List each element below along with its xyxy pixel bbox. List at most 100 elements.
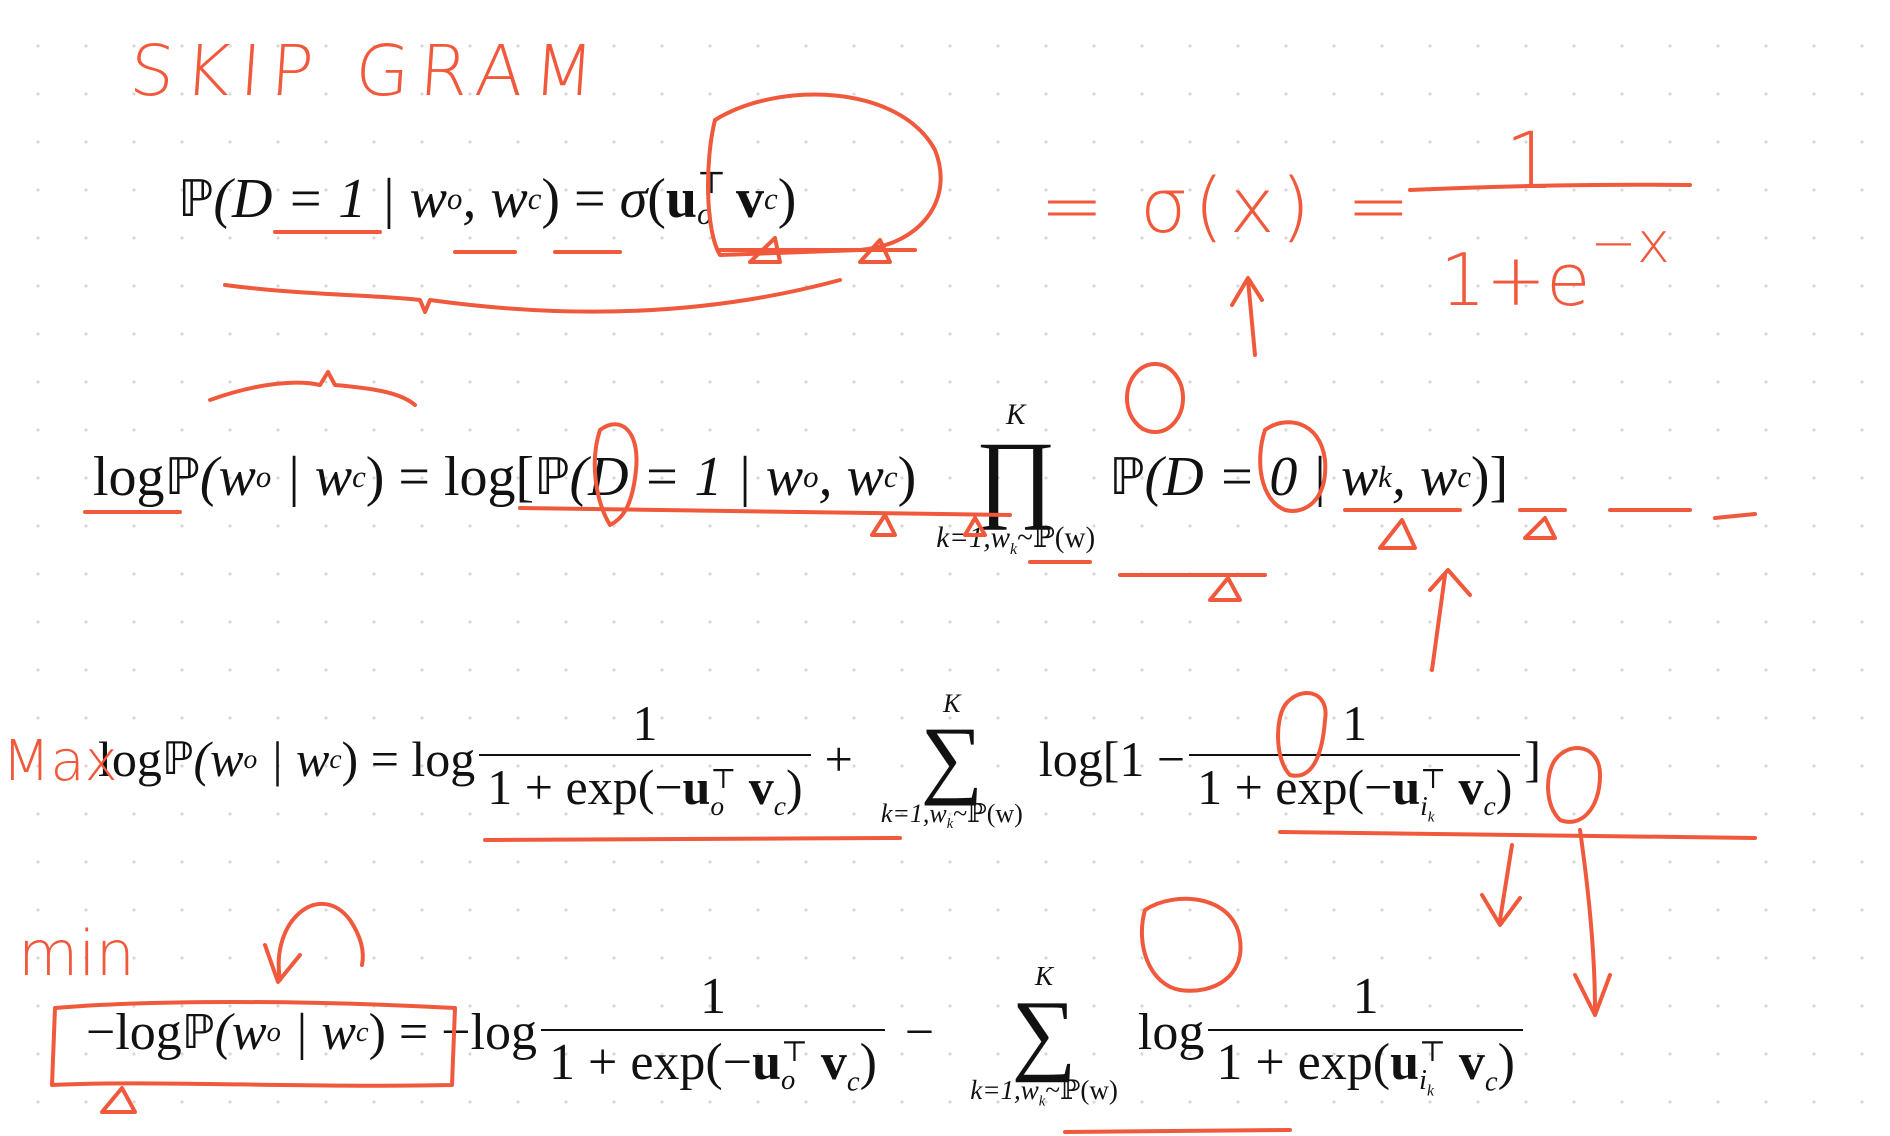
sum-symbol: ∑ [1011, 982, 1077, 1084]
den-text: 1 + exp(− [487, 758, 683, 815]
tri-marker-7 [1523, 516, 1557, 540]
lower-limit: k=1,wk~ℙ(w) [880, 798, 1023, 833]
den-text: 1 + exp(− [1197, 758, 1393, 815]
denominator: 1 + exp(−u ⊤ ik vc) [1189, 753, 1521, 826]
handwritten-sigma-exp: −x [1590, 211, 1670, 276]
underline-frac1 [483, 836, 902, 842]
u-scripts: ⊤ o [781, 1036, 808, 1097]
u-scripts: ⊤ ik [1420, 762, 1447, 826]
handwritten-sigma-def: = σ(x) = [1040, 161, 1416, 250]
sub-o: o [781, 1065, 796, 1097]
u-scripts: ⊤ ik [1419, 1036, 1446, 1099]
eq2-inner-mid: , w [818, 446, 884, 509]
transpose: ⊤ [697, 166, 727, 200]
underline-bracket [1713, 512, 1757, 520]
u-scripts: ⊤ o [697, 168, 726, 230]
prob-symbol: ℙ [178, 168, 214, 228]
eq2-bar: | w [271, 446, 353, 509]
u-vector: u [682, 758, 711, 815]
product-operator: K ∏ k=1,wk~ℙ(w) [936, 398, 1095, 558]
eq3-args: (w [193, 730, 244, 787]
u-vector: u [665, 167, 698, 230]
sum-symbol: ∑ [920, 709, 984, 807]
lower-limit-a: k=1,w [936, 522, 1011, 555]
upper-limit: K [943, 689, 961, 718]
den-close: ) [1495, 758, 1513, 815]
sub-k: k [1427, 809, 1435, 826]
sub-c: c [1483, 789, 1496, 821]
eq4-args: (w [214, 1004, 267, 1062]
lower-limit-sub: k [1010, 540, 1018, 558]
eq2-inner: (D = 1 | w [569, 446, 804, 509]
den-close: ) [859, 1034, 877, 1092]
v-vector: v [820, 1034, 847, 1092]
numerator: 1 [632, 694, 658, 751]
log-text: log [93, 446, 165, 509]
eq4-bar: | w [280, 1004, 356, 1062]
eq1-args: (D = 1 | w [213, 167, 447, 230]
handwritten-title: SKIP GRAM [127, 30, 606, 112]
numerator: 1 [699, 968, 726, 1026]
eq4-eqlog: ) = −log [368, 1004, 538, 1062]
eq2-factor-mid: , w [1391, 446, 1458, 509]
log-text: log [98, 730, 162, 787]
eq2-factor: (D = 0 | w [1144, 446, 1379, 509]
eq3-eqlog: ) = log [341, 730, 476, 787]
transpose: ⊤ [781, 1036, 808, 1068]
den-text: 1 + exp( [1216, 1034, 1391, 1092]
fraction-1: 1 1 + exp(−u ⊤ o vc) [479, 694, 811, 822]
neg-log-text: −log [86, 1004, 182, 1062]
prob-symbol: ℙ [181, 1006, 215, 1060]
eq1-mid: , w [462, 167, 528, 230]
lower-limit-a: k=1,w [970, 1075, 1039, 1106]
numerator: 1 [1352, 968, 1379, 1026]
u-vector: u [1392, 758, 1421, 815]
minus-sign: − [904, 1004, 935, 1062]
transpose: ⊤ [1420, 762, 1447, 794]
prob-symbol: ℙ [1109, 446, 1145, 506]
handwritten-sigma-den: 1+e [1440, 238, 1590, 322]
sigma-fraction-bar [1408, 182, 1692, 192]
eq2-eqlog: ) = log[ [365, 446, 535, 509]
transpose: ⊤ [1419, 1036, 1446, 1068]
equation-3: log ℙ (w o | w c) = log 1 1 + exp(−u ⊤ o vc) +… [98, 688, 1542, 833]
lower-limit-sub: k [946, 816, 954, 833]
underline-frac2 [1278, 830, 1757, 840]
v-vector: v [1458, 758, 1484, 815]
lower-limit-a: k=1,w [880, 798, 947, 828]
eq2-inner-close: ) [897, 446, 917, 509]
sub-i: i [1420, 790, 1428, 822]
eq2-args: (w [199, 446, 256, 509]
u-vector: u [1390, 1034, 1419, 1092]
sub-i: i [1419, 1065, 1427, 1097]
fraction-1: 1 1 + exp(−u ⊤ o vc) [541, 971, 885, 1096]
upper-limit: K [1006, 399, 1026, 431]
tri-marker-2 [858, 238, 892, 264]
numerator: 1 [1342, 694, 1368, 751]
prob-symbol: ℙ [161, 732, 194, 786]
sub-o: o [697, 196, 713, 231]
tri-marker-1 [748, 236, 782, 264]
eq4-log2: log [1137, 1004, 1205, 1062]
underline-sum-lower [1063, 1128, 1292, 1134]
upper-limit: K [1035, 961, 1054, 991]
lower-limit: k=1,wk~ℙ(w) [936, 521, 1095, 558]
product-symbol: ∏ [975, 422, 1057, 531]
sub-o: o [710, 790, 725, 822]
sub-ik: ik [1420, 790, 1446, 825]
brace-eq1 [223, 278, 842, 314]
eq3-bar: | w [257, 730, 330, 787]
sub-c: c [846, 1066, 860, 1098]
prob-symbol: ℙ [164, 446, 200, 506]
arrow-down-eq3 [1480, 843, 1522, 927]
sum-operator: K ∑ k=1,wk~ℙ(w) [880, 688, 1023, 833]
lower-limit-tail: ~ℙ(w) [1045, 1075, 1118, 1106]
den-close: ) [785, 758, 803, 815]
den-close: ) [1497, 1034, 1515, 1092]
denominator: 1 + exp(−u ⊤ o vc) [541, 1029, 885, 1096]
sigma-symbol: σ [619, 167, 648, 230]
lower-limit-sub: k [1038, 1093, 1046, 1110]
circle-minus-u [1546, 746, 1602, 824]
